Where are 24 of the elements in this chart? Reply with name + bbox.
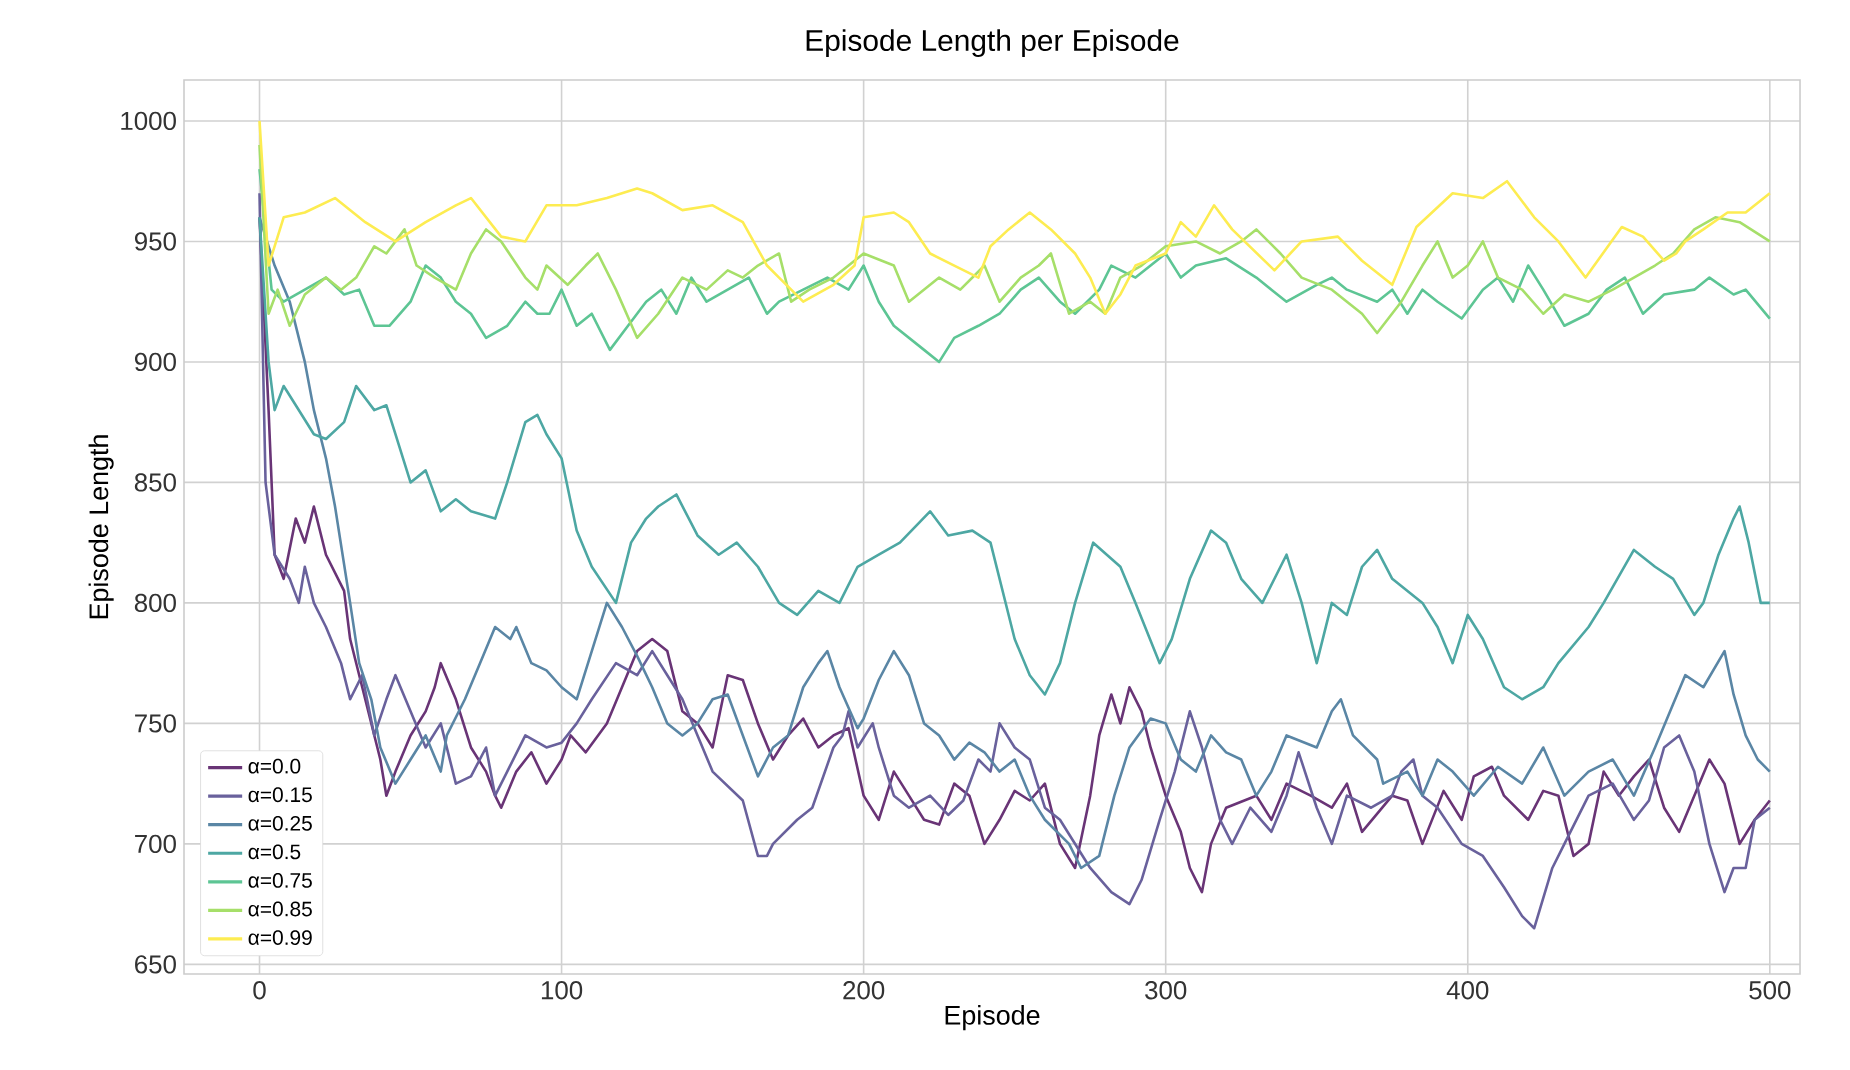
y-tick-label: 950 [134, 232, 176, 251]
x-tick-label: 200 [843, 981, 885, 1000]
x-axis-title: Episode [945, 1005, 1040, 1031]
legend-label: α=0.15 [248, 787, 312, 803]
legend-label: α=0.25 [248, 815, 312, 831]
legend-label: α=0.99 [248, 930, 312, 945]
x-tick-label: 400 [1446, 981, 1489, 1000]
x-tick-label: 300 [1145, 981, 1187, 1000]
y-tick-label: 700 [135, 834, 176, 854]
legend-label: α=0.85 [248, 901, 312, 917]
y-tick-label: 850 [134, 473, 176, 492]
x-tick-label: 500 [1749, 981, 1791, 1000]
y-tick-label: 800 [134, 593, 176, 613]
x-tick-label: 0 [253, 981, 266, 1000]
legend-label: α=0.0 [248, 758, 301, 774]
y-tick-label: 1000 [121, 111, 176, 131]
y-tick-label: 650 [135, 955, 176, 974]
y-tick-label: 900 [134, 352, 176, 372]
y-axis-title: Episode Length [88, 435, 114, 619]
x-tick-label: 100 [541, 981, 583, 1000]
legend-label: α=0.75 [248, 873, 312, 888]
chart-title: Episode Length per Episode [806, 29, 1179, 57]
y-tick-label: 750 [135, 714, 176, 733]
legend-label: α=0.5 [248, 844, 301, 860]
